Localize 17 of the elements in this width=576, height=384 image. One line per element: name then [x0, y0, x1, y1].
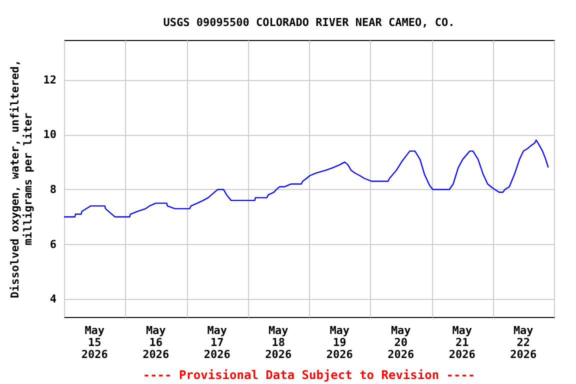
x-tick-label: May 21 2026 — [448, 324, 476, 361]
y-tick-label: 8 — [50, 182, 56, 196]
text: ---- Provisional Data Subject to Revision ---- — [142, 368, 476, 382]
x-tick-label: May 16 2026 — [142, 324, 170, 361]
line-series — [64, 140, 549, 218]
x-tick-label: May 15 2026 — [81, 324, 108, 361]
x-tick-label: May 17 2026 — [204, 324, 231, 361]
y-tick-label: 12 — [43, 73, 56, 86]
x-tick-label: May 22 2026 — [510, 324, 537, 361]
y-tick-label: 6 — [50, 238, 57, 251]
y-tick-label: 10 — [43, 128, 56, 142]
x-tick-label: May 18 2026 — [265, 324, 292, 361]
chart-title: USGS 09095500 COLORADO RIVER NEAR CAMEO, CO. — [163, 16, 455, 29]
y-axis-title: Dissolved oxygen, water, unfiltered, milligrams per liter — [8, 60, 34, 298]
y-tick-label: 4 — [50, 292, 57, 306]
x-tick-label: May 19 2026 — [326, 324, 354, 361]
x-tick-label: May 20 2026 — [388, 324, 414, 361]
